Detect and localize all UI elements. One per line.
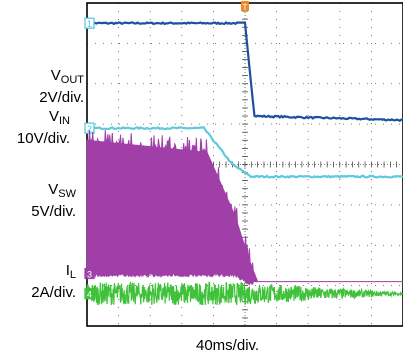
channel-marker-1 <box>84 17 95 29</box>
il-label: IL 2A/div. <box>31 262 76 301</box>
il-trace <box>86 280 403 306</box>
channel-marker-4 <box>84 288 95 300</box>
vsw-label: VSW 5V/div. <box>31 181 76 220</box>
channel-marker-label-2: 2 <box>87 124 92 134</box>
vin-scale: 10V/div. <box>16 130 70 147</box>
trigger-marker <box>241 1 249 11</box>
vout-label: VOUT 2V/div. <box>39 67 84 106</box>
vin-trace <box>87 126 403 179</box>
trigger-marker-label: T <box>243 3 248 12</box>
channel-marker-3 <box>84 267 95 280</box>
channel-marker-label-1: 1 <box>87 19 92 29</box>
il-scale: 2A/div. <box>31 284 76 301</box>
vout-trace <box>86 20 403 122</box>
channel-marker-label-4: 4 <box>87 290 92 300</box>
channel-marker-label-3: 3 <box>87 270 92 280</box>
vsw-scale: 5V/div. <box>31 203 76 220</box>
vin-label: VIN 10V/div. <box>16 108 70 147</box>
vout-scale: 2V/div. <box>39 89 84 106</box>
timebase-label: 40ms/div. <box>196 337 260 354</box>
